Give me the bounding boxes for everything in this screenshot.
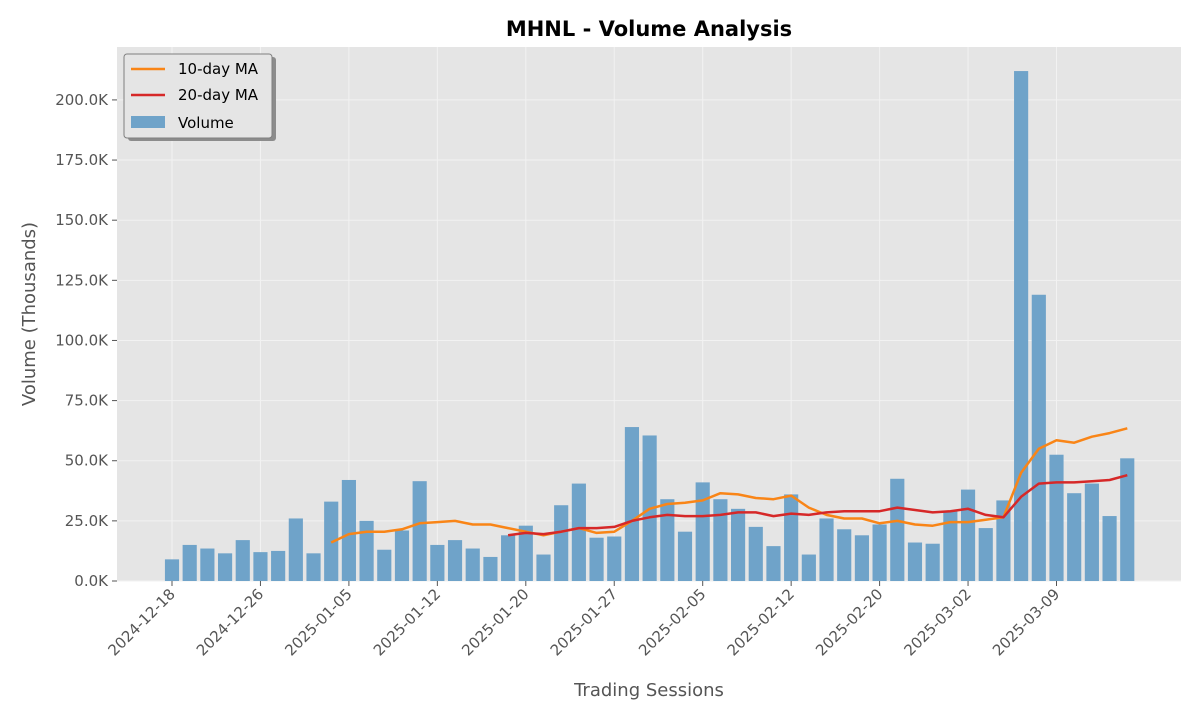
volume-bar	[253, 552, 268, 581]
x-axis-label: Trading Sessions	[573, 680, 724, 701]
y-tick-label: 200.0K	[55, 91, 109, 109]
volume-bar	[695, 482, 710, 581]
volume-bar	[766, 546, 781, 581]
y-tick-label: 100.0K	[55, 331, 109, 349]
volume-bar	[1120, 458, 1135, 581]
y-axis-label: Volume (Thousands)	[19, 222, 40, 406]
volume-bar	[943, 511, 958, 581]
volume-bars	[164, 71, 1135, 582]
volume-bar	[554, 505, 569, 581]
x-tick-label: 2025-01-12	[370, 585, 444, 659]
x-tick-label: 2024-12-18	[104, 585, 178, 659]
ma10-line	[330, 427, 1128, 544]
volume-bar	[1067, 493, 1082, 581]
volume-bar	[447, 540, 463, 581]
x-tick-label: 2025-01-05	[281, 585, 355, 659]
volume-bar	[235, 540, 250, 581]
y-tick-label: 175.0K	[55, 151, 109, 169]
legend-label-volume: Volume	[178, 114, 234, 132]
volume-bar	[571, 483, 586, 581]
volume-bar	[1014, 71, 1029, 582]
volume-bar	[978, 528, 993, 581]
volume-bar	[784, 494, 799, 581]
volume-bar	[589, 537, 604, 581]
volume-bar	[217, 553, 233, 581]
y-tick-label: 25.0K	[65, 512, 109, 530]
y-axis: 0.0K 25.0K 50.0K 75.0K 100.0K 125.0K 150.0K 175…	[55, 91, 117, 590]
x-tick-label: 2025-02-20	[812, 585, 886, 659]
chart-title: MHNL - Volume Analysis	[506, 17, 792, 41]
x-tick-label: 2025-01-27	[547, 585, 621, 659]
volume-bar	[501, 535, 516, 581]
volume-bar	[837, 529, 852, 581]
volume-bar	[377, 549, 392, 581]
volume-bar	[271, 550, 286, 581]
legend-swatch-volume	[131, 116, 165, 128]
volume-bar	[164, 559, 180, 581]
x-tick-label: 2024-12-26	[193, 585, 267, 659]
volume-bar	[890, 478, 905, 581]
x-tick-label: 2025-01-20	[458, 585, 532, 659]
volume-bar	[1102, 516, 1117, 581]
volume-bar	[801, 554, 816, 581]
volume-bar	[465, 548, 480, 581]
volume-bar	[960, 489, 976, 581]
y-tick-label: 125.0K	[55, 271, 109, 289]
volume-bar	[660, 499, 675, 581]
volume-bar	[713, 499, 728, 581]
y-tick-label: 50.0K	[65, 452, 109, 470]
volume-bar	[624, 427, 640, 581]
x-tick-label: 2025-03-09	[989, 585, 1063, 659]
x-tick-label: 2025-02-05	[635, 585, 709, 659]
volume-bar	[518, 525, 533, 581]
x-tick-label: 2025-02-12	[724, 585, 798, 659]
volume-bar	[1049, 454, 1064, 581]
volume-bar	[607, 536, 622, 581]
legend-label-ma20: 20-day MA	[178, 86, 259, 104]
volume-bar	[677, 531, 693, 581]
volume-bar	[483, 556, 498, 581]
volume-bar	[412, 481, 427, 581]
ma20-line	[507, 473, 1128, 537]
legend-label-ma10: 10-day MA	[178, 60, 259, 78]
volume-bar	[748, 526, 763, 581]
volume-bar	[907, 542, 923, 581]
volume-bar	[306, 553, 321, 581]
volume-bar	[925, 543, 940, 581]
volume-bar	[394, 530, 410, 581]
volume-bar	[996, 500, 1011, 581]
legend: 10-day MA 20-day MA Volume	[123, 53, 276, 141]
x-tick-label: 2025-03-02	[900, 585, 974, 659]
volume-bar	[288, 518, 303, 581]
y-tick-label: 150.0K	[55, 211, 109, 229]
y-tick-label: 75.0K	[65, 392, 109, 410]
volume-bar	[430, 544, 445, 581]
volume-bar	[1084, 483, 1099, 581]
volume-bar	[359, 520, 374, 581]
volume-bar	[854, 535, 869, 581]
moving-average-lines	[330, 427, 1128, 544]
volume-bar	[731, 508, 746, 581]
volume-bar	[1031, 294, 1046, 581]
volume-bar	[819, 518, 834, 581]
volume-bar	[182, 544, 197, 581]
volume-bar	[872, 524, 887, 581]
volume-bar	[536, 554, 551, 581]
y-tick-label: 0.0K	[74, 572, 109, 590]
volume-bar	[200, 548, 215, 581]
x-axis: 2024-12-18 2024-12-26 2025-01-05 2025-01-12…	[104, 581, 1063, 659]
volume-bar	[341, 479, 356, 581]
